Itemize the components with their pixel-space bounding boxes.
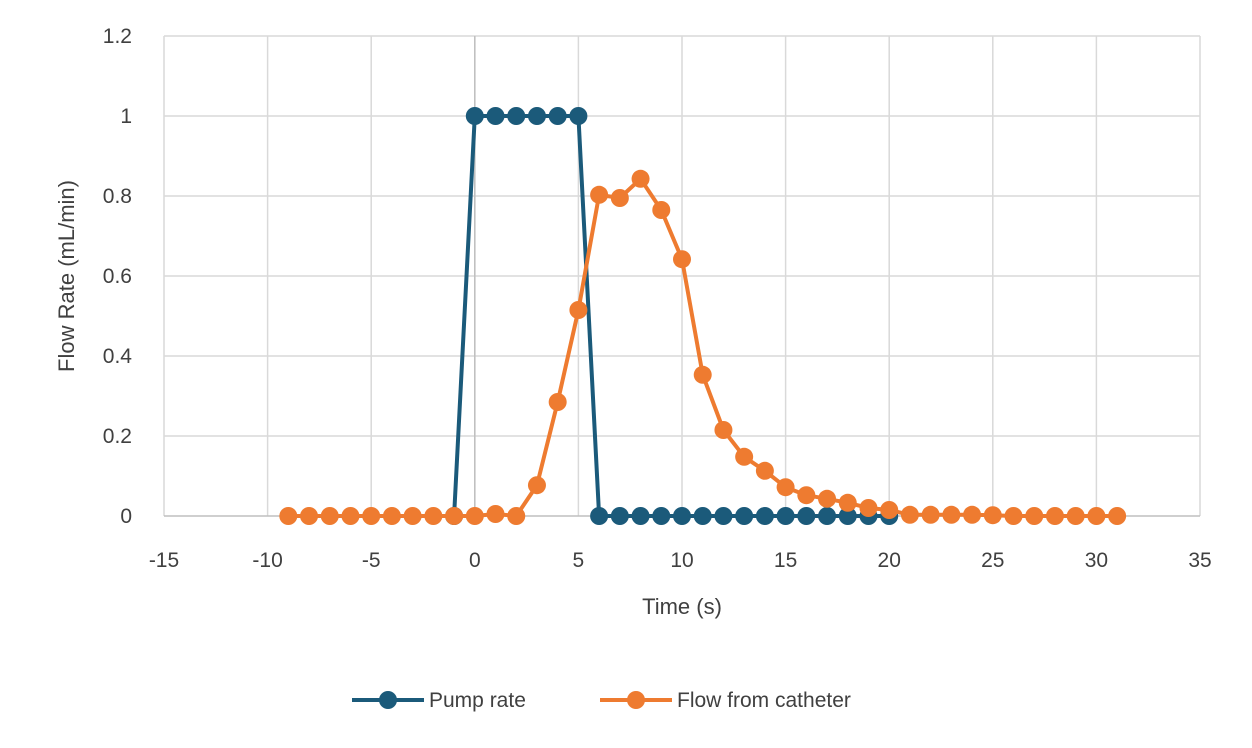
data-point-flow-from-catheter bbox=[1045, 507, 1064, 525]
x-tick-label: 10 bbox=[670, 549, 693, 572]
series-flow-from-catheter bbox=[279, 169, 1127, 525]
legend-item-pump-rate: Pump rate bbox=[352, 689, 526, 712]
data-point-pump-rate bbox=[735, 507, 754, 525]
legend-label-pump-rate: Pump rate bbox=[429, 689, 526, 712]
x-tick-label: -15 bbox=[149, 549, 179, 572]
data-point-flow-from-catheter bbox=[527, 476, 546, 495]
data-point-pump-rate bbox=[465, 107, 484, 125]
data-point-flow-from-catheter bbox=[1004, 507, 1023, 525]
data-point-flow-from-catheter bbox=[1066, 507, 1085, 525]
x-tick-label: 20 bbox=[878, 549, 901, 572]
data-point-flow-from-catheter bbox=[735, 447, 754, 466]
x-tick-label: 15 bbox=[774, 549, 797, 572]
legend-marker-pump-rate bbox=[379, 691, 397, 709]
data-point-flow-from-catheter bbox=[362, 507, 381, 525]
data-point-flow-from-catheter bbox=[1108, 507, 1127, 525]
data-point-pump-rate bbox=[548, 107, 567, 125]
data-point-flow-from-catheter bbox=[1087, 507, 1106, 525]
data-point-pump-rate bbox=[652, 507, 671, 525]
data-point-flow-from-catheter bbox=[631, 169, 650, 188]
data-point-flow-from-catheter bbox=[279, 507, 298, 525]
data-point-pump-rate bbox=[818, 507, 837, 525]
y-axis-title: Flow Rate (mL/min) bbox=[54, 180, 79, 372]
data-point-flow-from-catheter bbox=[403, 507, 422, 525]
data-point-flow-from-catheter bbox=[320, 507, 339, 525]
y-tick-label: 0 bbox=[120, 505, 132, 528]
y-tick-label: 1 bbox=[120, 105, 132, 128]
data-point-flow-from-catheter bbox=[652, 201, 671, 219]
data-point-pump-rate bbox=[776, 507, 795, 525]
data-point-flow-from-catheter bbox=[776, 478, 795, 497]
data-point-pump-rate bbox=[507, 107, 526, 125]
data-point-flow-from-catheter bbox=[838, 493, 857, 512]
x-tick-label: -5 bbox=[362, 549, 381, 572]
series-layer bbox=[279, 107, 1127, 525]
data-point-pump-rate bbox=[838, 507, 857, 525]
data-point-flow-from-catheter bbox=[569, 301, 588, 319]
data-point-pump-rate bbox=[693, 507, 712, 525]
y-tick-label: 0.2 bbox=[103, 425, 132, 448]
x-tick-label: 25 bbox=[981, 549, 1004, 572]
x-tick-label: 35 bbox=[1188, 549, 1211, 572]
legend-item-flow-from-catheter: Flow from catheter bbox=[600, 689, 851, 712]
data-point-flow-from-catheter bbox=[983, 506, 1002, 525]
data-point-flow-from-catheter bbox=[465, 507, 484, 525]
data-point-flow-from-catheter bbox=[610, 189, 629, 207]
data-point-flow-from-catheter bbox=[693, 365, 712, 384]
y-tick-label: 0.4 bbox=[103, 345, 133, 368]
y-tick-label: 1.2 bbox=[103, 25, 132, 48]
data-point-flow-from-catheter bbox=[673, 250, 691, 269]
data-point-flow-from-catheter bbox=[590, 185, 609, 204]
tick-labels: -15 -10 -5 0 5 10 15 20 25 30 35 0 0.2 0.4 0.6 0.8 1 1.2 bbox=[103, 25, 1212, 572]
data-point-pump-rate bbox=[610, 507, 629, 525]
data-point-flow-from-catheter bbox=[921, 505, 940, 524]
y-tick-label: 0.6 bbox=[103, 265, 132, 288]
data-point-flow-from-catheter bbox=[341, 507, 360, 525]
data-point-flow-from-catheter bbox=[880, 501, 899, 519]
x-axis-title: Time (s) bbox=[642, 594, 722, 619]
data-point-pump-rate bbox=[527, 107, 546, 125]
data-point-flow-from-catheter bbox=[382, 507, 401, 525]
data-point-flow-from-catheter bbox=[507, 507, 526, 525]
data-point-flow-from-catheter bbox=[548, 393, 567, 411]
data-point-flow-from-catheter bbox=[818, 489, 837, 508]
data-point-flow-from-catheter bbox=[424, 507, 443, 525]
data-point-pump-rate bbox=[590, 507, 609, 525]
x-tick-label: 30 bbox=[1085, 549, 1108, 572]
data-point-flow-from-catheter bbox=[797, 486, 816, 505]
data-point-pump-rate bbox=[569, 107, 588, 125]
x-tick-label: -10 bbox=[252, 549, 282, 572]
series-line-pump-rate bbox=[452, 114, 892, 518]
data-point-flow-from-catheter bbox=[486, 505, 505, 523]
data-point-pump-rate bbox=[631, 507, 650, 525]
series-pump-rate bbox=[445, 107, 899, 525]
data-point-flow-from-catheter bbox=[1025, 507, 1044, 525]
data-point-pump-rate bbox=[714, 507, 733, 525]
data-point-flow-from-catheter bbox=[755, 461, 774, 480]
data-point-flow-from-catheter bbox=[859, 499, 878, 517]
data-point-pump-rate bbox=[755, 507, 774, 525]
gridlines bbox=[163, 35, 1201, 516]
data-point-flow-from-catheter bbox=[963, 505, 982, 524]
data-point-pump-rate bbox=[673, 507, 691, 525]
data-point-flow-from-catheter bbox=[942, 505, 961, 524]
legend-label-flow-from-catheter: Flow from catheter bbox=[677, 689, 851, 712]
data-point-pump-rate bbox=[486, 107, 505, 125]
legend: Pump rate Flow from catheter bbox=[352, 689, 851, 712]
data-point-pump-rate bbox=[797, 507, 816, 525]
data-point-flow-from-catheter bbox=[714, 421, 733, 439]
y-tick-label: 0.8 bbox=[103, 185, 132, 208]
data-point-flow-from-catheter bbox=[900, 505, 919, 524]
legend-marker-flow-from-catheter bbox=[627, 691, 645, 709]
x-tick-label: 0 bbox=[469, 549, 481, 572]
data-point-flow-from-catheter bbox=[300, 507, 319, 525]
x-tick-label: 5 bbox=[573, 549, 585, 572]
data-point-flow-from-catheter bbox=[445, 507, 464, 525]
